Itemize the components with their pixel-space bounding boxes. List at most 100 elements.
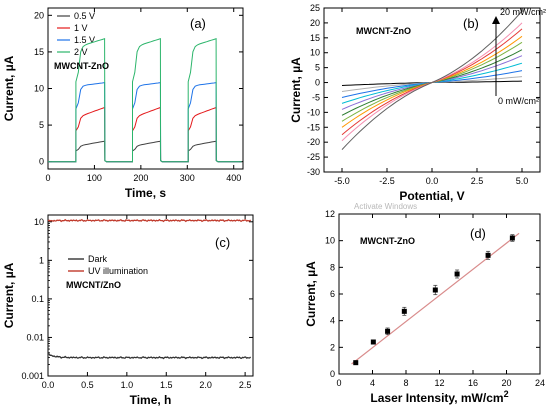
x-axis-title-superscript: 2 xyxy=(504,389,509,399)
y-tick-label: 10 xyxy=(34,217,44,227)
y-tick-label: 0.001 xyxy=(21,371,44,381)
panel-label: (c) xyxy=(215,235,230,250)
series-line xyxy=(47,218,252,223)
x-tick-label: -5.0 xyxy=(334,176,350,186)
watermark-text: Activate Windows xyxy=(354,202,417,211)
y-tick-label: -20 xyxy=(307,137,320,147)
panel-a: 0 100 200 300 400 0 5 10 15 20 Time, s Current, µA (… xyxy=(2,7,244,200)
x-tick-label: -2.5 xyxy=(379,176,395,186)
panel-label: (a) xyxy=(190,16,206,31)
y-tick-label: 15 xyxy=(310,33,320,43)
y-tick-label: -15 xyxy=(307,122,320,132)
y-tick-label: 0 xyxy=(330,369,335,379)
y-axis-title: Current, µA xyxy=(2,55,16,121)
x-tick-label: 8 xyxy=(403,378,408,388)
x-tick-label: 0.0 xyxy=(426,176,439,186)
x-tick-label: 16 xyxy=(468,378,478,388)
y-tick-label: 5 xyxy=(39,120,44,130)
y-tick-label: -25 xyxy=(307,152,320,162)
y-tick-label: 6 xyxy=(330,289,335,299)
series-line xyxy=(48,140,242,163)
y-tick-label: 25 xyxy=(310,3,320,13)
x-tick-label: 2.5 xyxy=(239,380,252,390)
iv-curve xyxy=(341,62,523,104)
data-point xyxy=(454,271,460,277)
legend-label: UV illumination xyxy=(88,266,148,276)
annotation: MWCNT/ZnO xyxy=(66,280,121,290)
y-tick-label: 1 xyxy=(39,255,44,265)
series-line xyxy=(48,82,242,163)
annotation: MWCNT-ZnO xyxy=(360,236,415,246)
x-tick-label: 400 xyxy=(226,173,241,183)
panel-b: -5.0 -2.5 0.0 2.5 5.0 -30 -25 -20 -15 -10 -5 0 5 10 15… xyxy=(289,3,546,203)
y-tick-label: 0 xyxy=(315,78,320,88)
y-axis-title: Current, µA xyxy=(2,262,16,328)
y-tick-label: 15 xyxy=(34,47,44,57)
y-tick-label: -10 xyxy=(307,107,320,117)
y-tick-label: -5 xyxy=(312,92,320,102)
series-line xyxy=(48,106,242,163)
legend-label: 0.5 V xyxy=(74,11,95,21)
legend-label: 1 V xyxy=(74,23,88,33)
x-tick-label: 0 xyxy=(45,173,50,183)
y-axis-title: Current, µA xyxy=(304,261,318,327)
x-tick-label: 0.0 xyxy=(42,380,55,390)
y-tick-label: 0.1 xyxy=(31,294,44,304)
data-point xyxy=(485,252,491,258)
linear-fit-line xyxy=(351,232,520,365)
y-tick-label: -30 xyxy=(307,167,320,177)
y-tick-label: 0 xyxy=(39,157,44,167)
x-axis-title: Time, s xyxy=(125,186,166,200)
plot-frame xyxy=(47,214,254,377)
x-tick-label: 24 xyxy=(535,378,545,388)
legend-label: Dark xyxy=(88,254,108,264)
x-tick-label: 12 xyxy=(434,378,444,388)
panel-c: 0.0 0.5 1.0 1.5 2.0 2.5 0.001 0.01 0.1 1 10 Time, h… xyxy=(2,214,254,407)
y-tick-label: 8 xyxy=(330,262,335,272)
y-tick-label: 20 xyxy=(34,10,44,20)
x-tick-label: 300 xyxy=(180,173,195,183)
intensity-arrow-head xyxy=(492,16,500,24)
series-line xyxy=(47,353,252,360)
x-axis-title: Potential, V xyxy=(399,189,464,203)
iv-curve xyxy=(341,80,523,86)
x-tick-label: 2.5 xyxy=(471,176,484,186)
x-axis-title: Laser Intensity, mW/cm2 xyxy=(370,389,508,405)
y-axis-title: Current, µA xyxy=(289,57,303,123)
x-tick-label: 4 xyxy=(370,378,375,388)
bottom-intensity-label: 0 mW/cm² xyxy=(498,96,539,106)
y-tick-label: 10 xyxy=(310,48,320,58)
data-point xyxy=(353,360,359,366)
x-tick-label: 1.0 xyxy=(121,380,134,390)
data-point xyxy=(370,339,376,345)
x-tick-label: 0 xyxy=(336,378,341,388)
x-tick-label: 2.0 xyxy=(199,380,212,390)
x-tick-label: 1.5 xyxy=(160,380,173,390)
series-line xyxy=(48,37,242,163)
y-tick-label: 2 xyxy=(330,342,335,352)
panel-label: (b) xyxy=(463,16,479,31)
legend-label: 1.5 V xyxy=(74,35,95,45)
data-point xyxy=(432,287,438,293)
data-point xyxy=(401,308,407,314)
annotation: MWCNT-ZnO xyxy=(54,61,109,71)
data-point xyxy=(385,328,391,334)
y-tick-label: 20 xyxy=(310,18,320,28)
y-tick-label: 5 xyxy=(315,63,320,73)
legend-label: 2 V xyxy=(74,47,88,57)
iv-curve xyxy=(341,10,523,150)
y-tick-label: 12 xyxy=(325,209,335,219)
x-axis-title: Time, h xyxy=(130,393,172,407)
annotation: MWCNT-ZnO xyxy=(356,26,411,36)
x-tick-label: 20 xyxy=(501,378,511,388)
x-tick-label: 0.5 xyxy=(81,380,94,390)
x-tick-label: 200 xyxy=(133,173,148,183)
top-intensity-label: 20 mW/cm² xyxy=(500,7,546,17)
x-tick-label: 100 xyxy=(87,173,102,183)
y-tick-label: 0.01 xyxy=(26,332,44,342)
data-point xyxy=(509,235,515,241)
y-tick-label: 10 xyxy=(34,84,44,94)
x-tick-label: 5.0 xyxy=(516,176,529,186)
